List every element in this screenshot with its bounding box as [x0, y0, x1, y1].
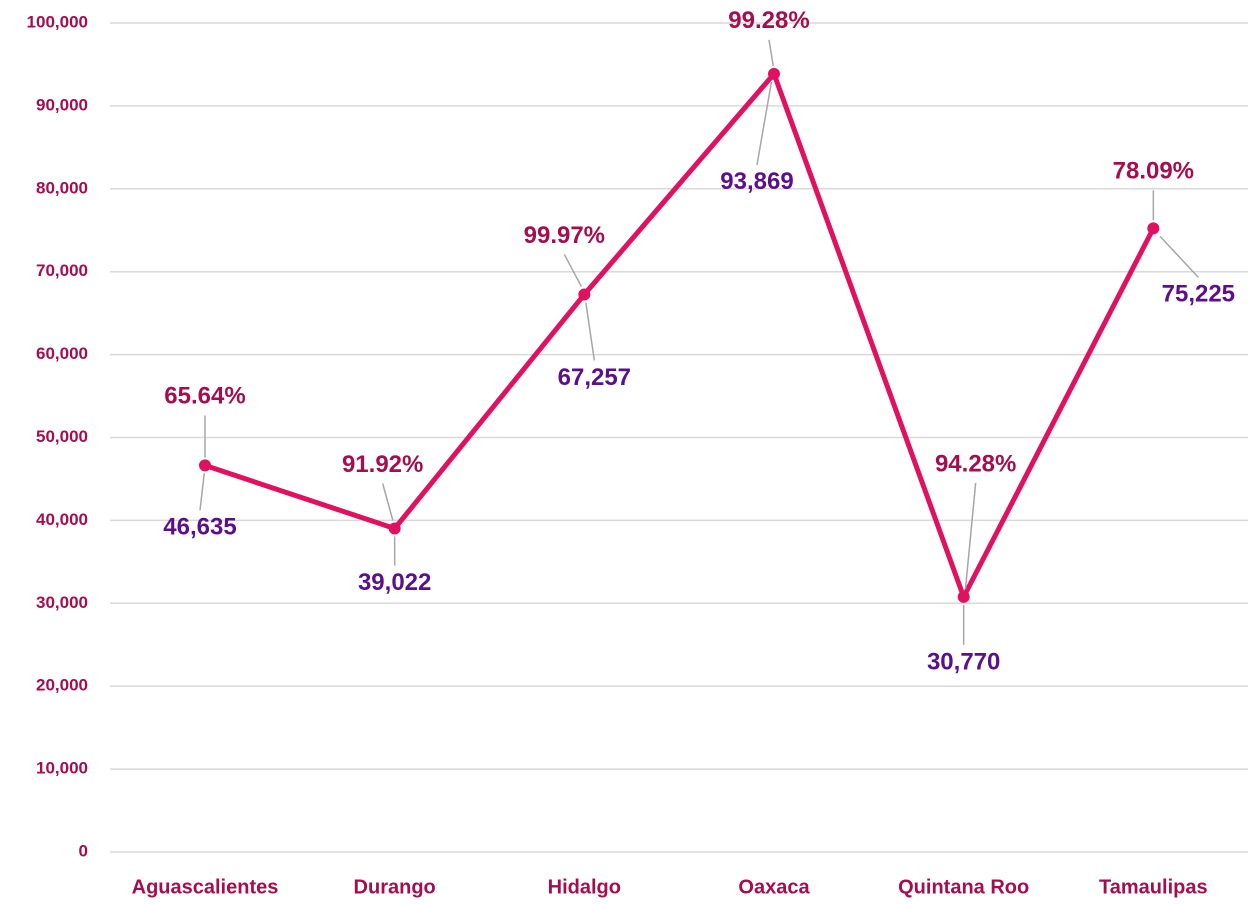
line [204, 71, 1156, 600]
data-label: 93,869 [720, 168, 793, 195]
data-label: 67,257 [558, 364, 631, 391]
leader-line [199, 473, 205, 511]
marker [768, 67, 780, 80]
y-tick-label: 100,000 [27, 12, 88, 31]
y-tick-label: 50,000 [36, 427, 88, 446]
marker [199, 459, 211, 472]
x-tick-label: Oaxaca [738, 876, 810, 898]
y-tick-label: 40,000 [36, 510, 88, 529]
marker [578, 288, 591, 301]
annotation: 65.64% [164, 383, 245, 410]
annotation: 78.09% [1113, 158, 1194, 185]
x-tick-label: Aguascalientes [132, 876, 279, 898]
x-tick-label: Hidalgo [548, 876, 621, 898]
marker [957, 590, 970, 603]
y-tick-label: 70,000 [36, 261, 88, 280]
leader-line [768, 39, 774, 66]
data-label: 75,225 [1162, 281, 1235, 308]
annotation: 91.92% [342, 451, 423, 478]
annotation: 99.28% [728, 7, 809, 34]
leader-line [585, 302, 596, 361]
y-tick-label: 30,000 [36, 593, 88, 612]
leader-line [756, 81, 773, 165]
leader-line [563, 254, 582, 287]
marker [388, 522, 401, 535]
leader-line [381, 483, 394, 521]
marker [1147, 222, 1160, 235]
data-label: 46,635 [163, 514, 236, 541]
y-tick-label: 90,000 [36, 95, 88, 114]
y-tick-label: 80,000 [36, 178, 88, 197]
y-tick-label: 20,000 [36, 676, 88, 695]
x-tick-label: Tamaulipas [1099, 876, 1208, 898]
y-tick-label: 0 [79, 841, 88, 860]
x-tick-label: Durango [354, 876, 436, 898]
y-tick-label: 10,000 [36, 759, 88, 778]
annotation: 99.97% [524, 222, 605, 249]
leader-line [1159, 235, 1199, 278]
y-tick-label: 60,000 [36, 344, 88, 363]
data-label: 30,770 [927, 648, 1000, 675]
x-tick-label: Quintana Roo [898, 876, 1029, 898]
annotation: 94.28% [935, 450, 1016, 477]
data-label: 39,022 [358, 569, 431, 596]
leader-line [964, 482, 977, 589]
